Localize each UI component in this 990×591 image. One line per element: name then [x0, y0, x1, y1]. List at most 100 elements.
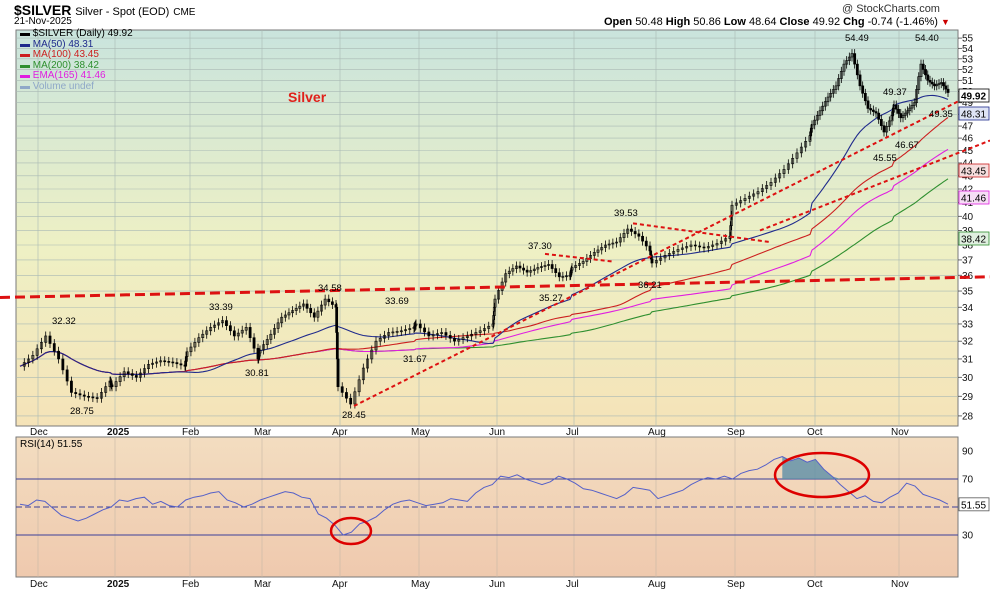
candle-body [57, 350, 60, 360]
annotation-title: Silver [288, 89, 327, 105]
close-value: 49.92 [812, 16, 841, 28]
candle-body [702, 246, 706, 249]
candle-body [61, 358, 65, 371]
candle-body [863, 92, 867, 102]
candle-body [391, 331, 395, 334]
candle-body [901, 115, 905, 119]
ma100-line [19, 117, 949, 375]
trendlines [0, 99, 990, 407]
candle-body [404, 329, 407, 332]
rsi-line [19, 456, 949, 536]
candle-body [31, 355, 35, 360]
candle-body [813, 119, 817, 126]
copyright: @ StockCharts.com [842, 3, 940, 15]
candle-body [78, 393, 82, 396]
candle-body [155, 361, 159, 364]
price-tick-label: 38 [962, 241, 974, 252]
candle-body [853, 53, 857, 65]
candle-body [903, 112, 907, 116]
candle-body [511, 268, 515, 272]
candle-body [87, 395, 90, 398]
candle-body [440, 332, 444, 334]
candle-body [554, 268, 558, 273]
description: Silver - Spot (EOD) [75, 6, 170, 18]
candle-body [114, 381, 118, 388]
month-label: Nov [891, 579, 909, 590]
upper-trendline [759, 139, 990, 232]
month-label: Aug [648, 579, 666, 590]
candle-body [320, 304, 323, 312]
candle-body [269, 333, 273, 340]
candle-body [786, 163, 790, 170]
candle-body [312, 312, 316, 318]
candle-body [536, 267, 540, 270]
axis-tag-close: 49.92 [961, 92, 986, 103]
candle-body [205, 330, 209, 335]
legend-swatch: ▬ [20, 70, 33, 81]
legend-item: ▬ MA(200) 38.42 [20, 60, 99, 71]
candle-body [518, 265, 522, 269]
candle-body [435, 333, 439, 336]
price-annotation: 54.40 [915, 33, 939, 44]
candle-body [27, 358, 30, 363]
legend-swatch: ▬ [20, 38, 33, 50]
candle-body [604, 244, 607, 248]
candle-body [110, 384, 114, 388]
close-label: Close [779, 16, 810, 28]
candle-body [532, 268, 536, 271]
candle-body [804, 141, 808, 148]
candle-body [611, 242, 615, 245]
candle-body [760, 188, 764, 192]
month-label: Feb [182, 579, 200, 590]
candle-body [305, 303, 309, 309]
candle-body [95, 397, 99, 399]
candle-body [487, 325, 491, 329]
candle-body [387, 332, 391, 336]
candle-body [91, 396, 95, 399]
month-label: Apr [332, 579, 348, 590]
candle-body [414, 323, 418, 326]
price-tick-label: 29 [962, 392, 974, 403]
candle-body [340, 386, 344, 393]
candle-body [630, 228, 633, 232]
candle-body [654, 260, 658, 264]
candle-body [74, 392, 78, 395]
candle-body [933, 83, 936, 87]
candle-body [258, 349, 262, 354]
candle-body [244, 327, 248, 331]
chart-labels: 32.32 28.75 33.39 30.81 34.58 28.45 33.69 31.67… [52, 33, 990, 421]
price-annotation: 36.21 [638, 280, 662, 291]
price-tick-label: 49 [962, 98, 974, 109]
candle-body [626, 228, 630, 234]
candle-body [561, 276, 565, 278]
candle-body [706, 246, 710, 249]
candle-body [547, 264, 550, 266]
candle-body [600, 247, 604, 251]
candle-body [782, 169, 786, 174]
axis-tag-box [958, 88, 990, 103]
candle-body [919, 63, 923, 77]
candle-body [189, 346, 193, 353]
price-tick-label: 32 [962, 337, 974, 348]
price-tick-label: 53 [962, 54, 974, 65]
horizontal-trendline [0, 275, 990, 299]
candle-body [118, 376, 122, 382]
candle-body [470, 333, 474, 337]
candle-body [22, 362, 26, 367]
low-label: Low [723, 16, 746, 28]
candle-body [291, 310, 294, 314]
price-annotation: 35.27 [539, 293, 563, 304]
candle-body [810, 124, 814, 129]
price-tick-label: 46 [962, 134, 974, 145]
candle-body [877, 112, 881, 120]
candle-body [252, 337, 256, 349]
candle-body [515, 265, 518, 269]
candle-body [607, 243, 611, 246]
price-tick-label: 51 [962, 76, 974, 87]
candle-body [910, 105, 914, 109]
price-tick-label: 35 [962, 287, 974, 298]
price-tick-label: 31 [962, 354, 974, 365]
rsi-value-tag: 51.55 [961, 500, 986, 511]
candle-body [574, 265, 578, 268]
